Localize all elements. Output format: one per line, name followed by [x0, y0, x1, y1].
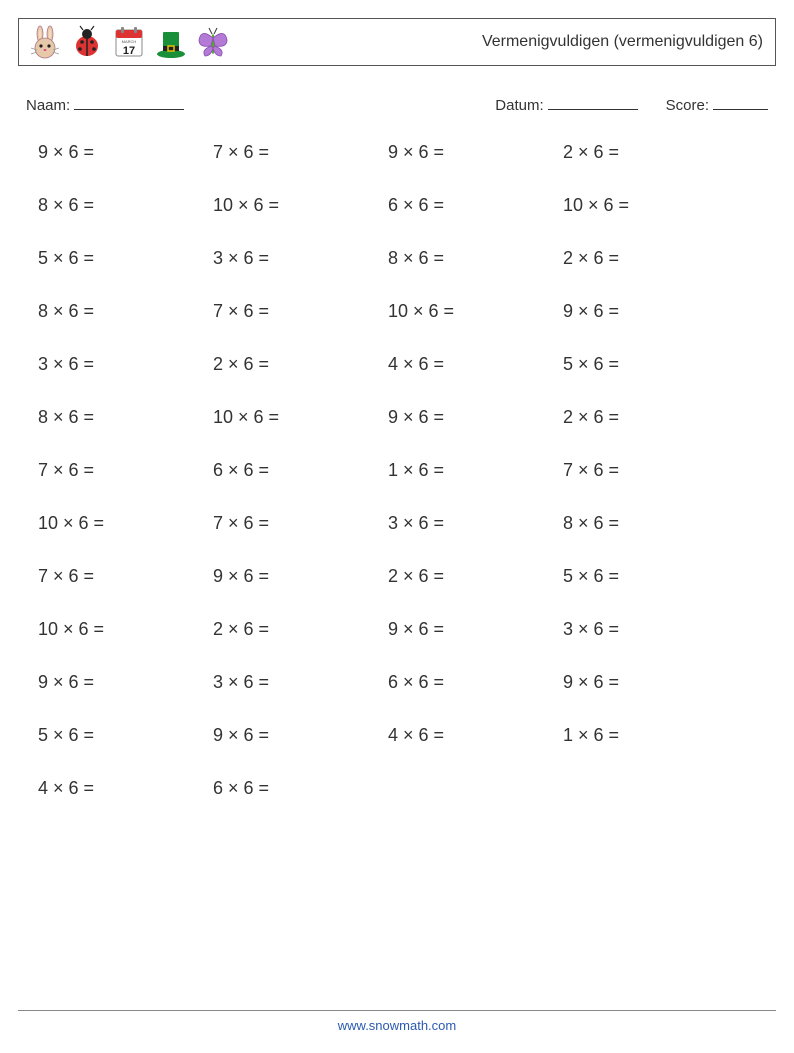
ladybug-icon	[69, 24, 105, 60]
butterfly-icon	[195, 24, 231, 60]
problem-cell: 7 × 6 =	[213, 142, 388, 163]
score-blank[interactable]	[713, 96, 768, 110]
problem-cell: 8 × 6 =	[38, 407, 213, 428]
problem-cell: 3 × 6 =	[213, 672, 388, 693]
problems-row: 7 × 6 =9 × 6 =2 × 6 =5 × 6 =	[38, 566, 768, 587]
worksheet-title: Vermenigvuldigen (vermenigvuldigen 6)	[482, 33, 767, 51]
calendar-day-text: 17	[123, 45, 135, 57]
date-blank[interactable]	[548, 96, 638, 110]
problem-cell: 2 × 6 =	[213, 354, 388, 375]
date-label: Datum:	[495, 97, 543, 114]
problem-cell: 3 × 6 =	[213, 248, 388, 269]
problems-row: 9 × 6 =3 × 6 =6 × 6 =9 × 6 =	[38, 672, 768, 693]
calendar-icon: MARCH 17	[111, 24, 147, 60]
problem-cell: 9 × 6 =	[388, 619, 563, 640]
name-field: Naam:	[26, 96, 184, 114]
problem-cell: 9 × 6 =	[563, 672, 738, 693]
problem-cell: 2 × 6 =	[563, 407, 738, 428]
problem-cell: 3 × 6 =	[388, 513, 563, 534]
problem-cell: 3 × 6 =	[563, 619, 738, 640]
problem-cell: 9 × 6 =	[388, 407, 563, 428]
problem-cell: 10 × 6 =	[38, 619, 213, 640]
problem-cell: 1 × 6 =	[563, 725, 738, 746]
problem-cell: 6 × 6 =	[213, 460, 388, 481]
problem-cell: 8 × 6 =	[388, 248, 563, 269]
problem-cell: 3 × 6 =	[38, 354, 213, 375]
problem-cell: 10 × 6 =	[388, 301, 563, 322]
problem-cell: 9 × 6 =	[388, 142, 563, 163]
problem-cell: 8 × 6 =	[563, 513, 738, 534]
problem-cell: 7 × 6 =	[38, 460, 213, 481]
problem-cell: 2 × 6 =	[563, 248, 738, 269]
problem-cell: 10 × 6 =	[213, 195, 388, 216]
problem-cell: 10 × 6 =	[213, 407, 388, 428]
problem-cell: 5 × 6 =	[563, 354, 738, 375]
header-box: MARCH 17	[18, 18, 776, 66]
problem-cell: 2 × 6 =	[213, 619, 388, 640]
problem-cell: 1 × 6 =	[388, 460, 563, 481]
problem-cell: 9 × 6 =	[38, 142, 213, 163]
date-field: Datum:	[495, 96, 637, 114]
problem-cell: 2 × 6 =	[563, 142, 738, 163]
problem-cell: 6 × 6 =	[213, 778, 388, 799]
bunny-icon	[27, 24, 63, 60]
problem-cell: 2 × 6 =	[388, 566, 563, 587]
problem-cell: 10 × 6 =	[38, 513, 213, 534]
problems-row: 4 × 6 =6 × 6 =	[38, 778, 768, 799]
problems-row: 8 × 6 =10 × 6 =6 × 6 =10 × 6 =	[38, 195, 768, 216]
problem-cell: 7 × 6 =	[213, 301, 388, 322]
problem-cell: 6 × 6 =	[388, 195, 563, 216]
problem-cell: 4 × 6 =	[388, 354, 563, 375]
problems-row: 5 × 6 =9 × 6 =4 × 6 =1 × 6 =	[38, 725, 768, 746]
problems-row: 8 × 6 =10 × 6 =9 × 6 =2 × 6 =	[38, 407, 768, 428]
problems-row: 10 × 6 =2 × 6 =9 × 6 =3 × 6 =	[38, 619, 768, 640]
problem-cell: 9 × 6 =	[213, 725, 388, 746]
problem-cell: 6 × 6 =	[388, 672, 563, 693]
problem-cell: 7 × 6 =	[38, 566, 213, 587]
problem-cell: 9 × 6 =	[213, 566, 388, 587]
problems-row: 10 × 6 =7 × 6 =3 × 6 =8 × 6 =	[38, 513, 768, 534]
leprechaun-hat-icon	[153, 24, 189, 60]
problems-row: 3 × 6 =2 × 6 =4 × 6 =5 × 6 =	[38, 354, 768, 375]
name-label: Naam:	[26, 97, 70, 114]
meta-row: Naam: Datum: Score:	[18, 96, 776, 114]
problem-cell: 8 × 6 =	[38, 195, 213, 216]
problem-cell	[563, 778, 738, 799]
problem-cell: 9 × 6 =	[563, 301, 738, 322]
problems-row: 9 × 6 =7 × 6 =9 × 6 =2 × 6 =	[38, 142, 768, 163]
problem-cell: 4 × 6 =	[388, 725, 563, 746]
score-field: Score:	[666, 96, 768, 114]
score-label: Score:	[666, 97, 709, 114]
footer-link[interactable]: www.snowmath.com	[338, 1018, 456, 1033]
name-blank[interactable]	[74, 96, 184, 110]
problem-cell	[388, 778, 563, 799]
problems-row: 7 × 6 =6 × 6 =1 × 6 =7 × 6 =	[38, 460, 768, 481]
problem-cell: 5 × 6 =	[563, 566, 738, 587]
problem-cell: 10 × 6 =	[563, 195, 738, 216]
footer: www.snowmath.com	[18, 1010, 776, 1035]
problem-cell: 5 × 6 =	[38, 248, 213, 269]
problem-cell: 7 × 6 =	[213, 513, 388, 534]
calendar-month-text: MARCH	[122, 39, 137, 44]
problem-cell: 4 × 6 =	[38, 778, 213, 799]
problems-grid: 9 × 6 =7 × 6 =9 × 6 =2 × 6 =8 × 6 =10 × …	[18, 142, 776, 799]
problem-cell: 5 × 6 =	[38, 725, 213, 746]
problems-row: 5 × 6 =3 × 6 =8 × 6 =2 × 6 =	[38, 248, 768, 269]
problem-cell: 9 × 6 =	[38, 672, 213, 693]
problem-cell: 8 × 6 =	[38, 301, 213, 322]
problems-row: 8 × 6 =7 × 6 =10 × 6 =9 × 6 =	[38, 301, 768, 322]
header-icons: MARCH 17	[27, 24, 231, 60]
problem-cell: 7 × 6 =	[563, 460, 738, 481]
